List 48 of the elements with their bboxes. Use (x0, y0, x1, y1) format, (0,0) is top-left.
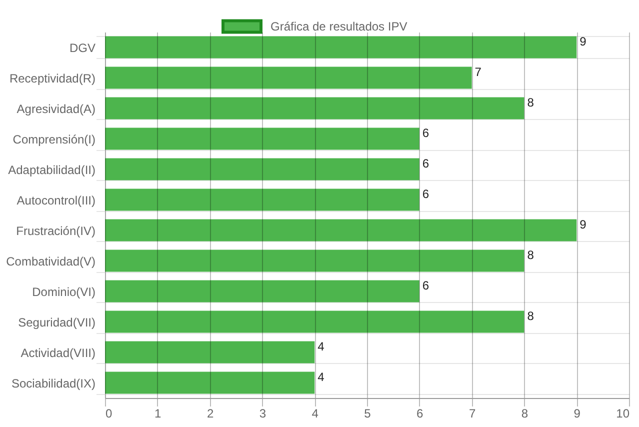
bar (105, 310, 524, 333)
y-tick-label: DGV (69, 40, 96, 55)
y-tick-label: Combatividad(V) (6, 254, 96, 268)
bar (105, 341, 315, 364)
x-tick-label: 0 (106, 406, 112, 420)
bar (105, 158, 420, 180)
x-tick-label: 9 (574, 406, 581, 420)
bar (105, 97, 524, 120)
bar (105, 219, 577, 242)
y-tick-label: Agresividad(A) (16, 102, 96, 116)
bar (105, 372, 315, 394)
data-label: 8 (527, 308, 534, 323)
bar (105, 128, 420, 150)
x-tick-label: 2 (206, 406, 214, 420)
x-tick-label: 8 (521, 406, 528, 420)
data-label: 4 (318, 370, 325, 384)
bar (105, 250, 524, 272)
data-label: 8 (527, 95, 534, 110)
y-tick-label: Adaptabilidad(II) (8, 162, 96, 177)
bar (105, 280, 420, 302)
x-tick-label: 5 (364, 406, 372, 420)
bar (105, 36, 577, 58)
x-tick-label: 10 (616, 406, 630, 420)
x-tick-label: 4 (312, 406, 319, 420)
y-tick-label: Sociabilidad(IX) (11, 376, 96, 390)
y-tick-label: Frustración(IV) (16, 224, 96, 238)
data-label: 4 (318, 339, 325, 354)
y-tick-label: Actividad(VIII) (20, 346, 96, 360)
bar (105, 188, 420, 211)
x-tick-label: 3 (259, 406, 266, 420)
data-label: 6 (422, 278, 430, 292)
data-label: 6 (422, 156, 430, 170)
y-tick-label: Autocontrol(III) (16, 193, 96, 208)
data-label: 6 (422, 126, 430, 140)
legend-label: Gráfica de resultados IPV (270, 20, 408, 34)
x-tick-label: 7 (468, 406, 476, 420)
data-label: 7 (474, 64, 482, 79)
y-tick-label: Dominio(VI) (32, 284, 96, 299)
y-tick-label: Comprensión(I) (12, 132, 96, 146)
data-label: 8 (527, 248, 534, 262)
data-label: 6 (422, 186, 430, 201)
y-tick-label: Seguridad(VII) (18, 315, 96, 330)
data-label: 9 (580, 34, 587, 48)
x-tick-label: 1 (154, 406, 162, 420)
x-tick-label: 6 (416, 406, 424, 420)
y-tick-label: Receptividad(R) (9, 71, 96, 86)
data-label: 9 (580, 217, 587, 232)
bar (105, 66, 472, 89)
